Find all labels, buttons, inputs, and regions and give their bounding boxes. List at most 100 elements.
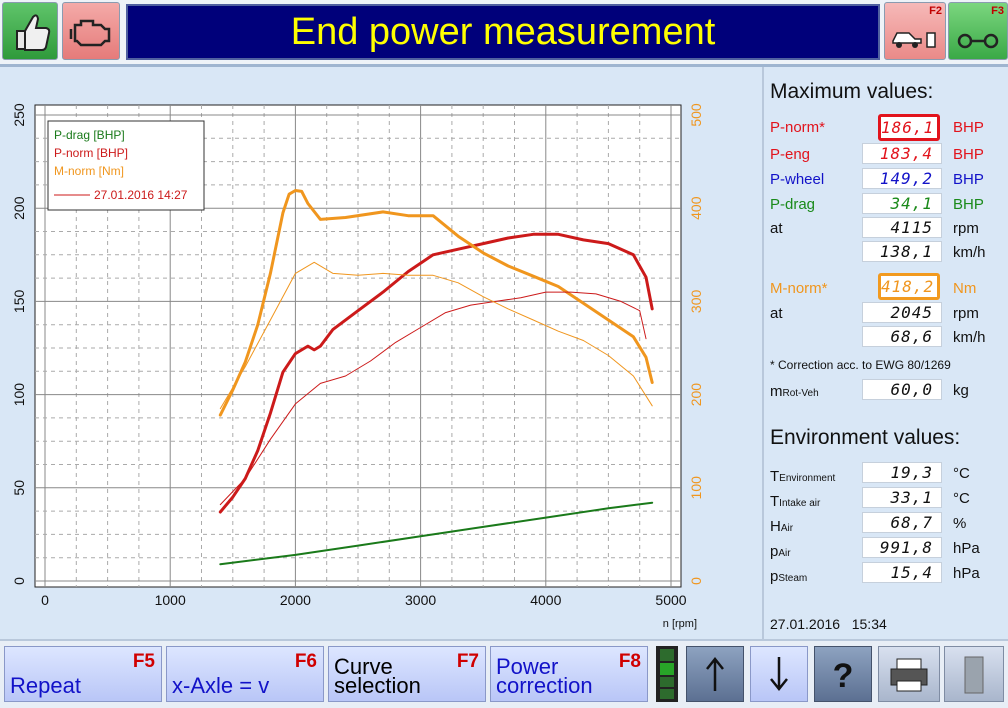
m-norm-unit: Nm (953, 280, 977, 297)
environment-label-main: p (770, 568, 779, 585)
power-correction-line1: Power (496, 654, 559, 679)
environment-values-title: Environment values: (770, 426, 961, 449)
at-kmh-unit: km/h (953, 244, 986, 261)
p-drag-unit: BHP (953, 196, 984, 213)
environment-label: pSteam (770, 568, 807, 585)
left-y-tick-label: 150 (11, 290, 27, 314)
m-norm-label: M-norm* (770, 280, 828, 297)
p-eng-unit: BHP (953, 146, 984, 163)
m-at-rpm-unit: rpm (953, 305, 979, 322)
legend-m-norm: M-norm [Nm] (54, 164, 124, 178)
p-eng-value: 183,4 (862, 143, 942, 164)
environment-value: 15,4 (862, 562, 942, 583)
arrow-up-icon (706, 656, 724, 691)
power-correction-line2: correction (496, 673, 593, 698)
right-y-tick-label: 400 (688, 196, 704, 220)
left-y-tick-label: 250 (11, 103, 27, 127)
f8-key-label: F8 (618, 651, 641, 672)
environment-unit: hPa (953, 565, 980, 582)
m-at-kmh-value: 68,6 (862, 326, 942, 347)
environment-label-sub: Intake air (779, 498, 821, 509)
x-tick-label: 4000 (530, 592, 561, 608)
x-axis-label: n [rpm] (663, 618, 697, 630)
m-at-rpm-value: 2045 (862, 302, 942, 323)
f6-key-label: F6 (294, 651, 317, 672)
series-line (219, 291, 647, 506)
engine-button[interactable] (62, 2, 120, 60)
p-wheel-unit: BHP (953, 171, 984, 188)
help-icon: ? (833, 657, 854, 695)
thumbs-up-icon (16, 14, 51, 51)
m-at-kmh-unit: km/h (953, 329, 986, 346)
chart-legend: P-drag [BHP] P-norm [BHP] M-norm [Nm] 27… (47, 120, 205, 211)
left-y-tick-label: 200 (11, 196, 27, 220)
m-norm-value: 418,2 (878, 273, 940, 300)
p-drag-label: P-drag (770, 196, 816, 213)
p-norm-unit: BHP (953, 119, 984, 136)
left-y-tick-label: 50 (11, 480, 27, 496)
arrow-up-button[interactable] (686, 646, 744, 702)
m-at-rpm-label: at (770, 305, 783, 322)
right-y-tick-label: 500 (688, 103, 704, 127)
repeat-button-label: Repeat (10, 673, 81, 698)
at-rpm-label: at (770, 220, 783, 237)
x-tick-label: 1000 (155, 592, 186, 608)
left-y-tick-label: 0 (11, 577, 27, 585)
wheels-button[interactable]: F3 (948, 2, 1008, 60)
legend-p-drag: P-drag [BHP] (54, 128, 125, 142)
environment-label: HAir (770, 518, 793, 535)
arrow-down-button[interactable] (750, 646, 808, 702)
maximum-values-title: Maximum values: (770, 80, 934, 103)
f7-key-label: F7 (456, 651, 479, 672)
environment-label-sub: Air (778, 548, 791, 559)
at-rpm-unit: rpm (953, 220, 979, 237)
exit-button[interactable] (944, 646, 1004, 702)
m-rot-veh-value: 60,0 (862, 379, 942, 400)
m-rot-veh-unit: kg (953, 382, 969, 399)
m-rot-sub: Rot-Veh (782, 388, 819, 399)
right-y-tick-label: 300 (688, 290, 704, 314)
environment-label-main: T (770, 493, 780, 510)
datetime: 27.01.2016 15:34 (770, 616, 887, 632)
m-rot-veh-label: mRot-Veh (770, 383, 819, 400)
header-separator (0, 64, 1008, 67)
power-chart: 0 1000 2000 3000 4000 50000501001502002500100… (11, 103, 704, 630)
x-axle-button[interactable]: F6 x-Axle = v (166, 646, 324, 702)
x-tick-label: 0 (41, 592, 49, 608)
page-title: End power measurement (126, 4, 880, 60)
dyno-button[interactable]: F2 (884, 2, 946, 60)
series-line (219, 261, 653, 410)
curve-selection-button[interactable]: F7 Curve selection (328, 646, 486, 702)
environment-unit: hPa (953, 540, 980, 557)
environment-label-sub: Air (780, 523, 794, 534)
right-y-tick-label: 100 (688, 476, 704, 500)
x-axle-button-label: x-Axle = v (172, 673, 270, 698)
chart-ticks: 0 1000 2000 3000 4000 50000501001502002500100… (11, 103, 704, 608)
f3-key-label: F3 (991, 5, 1004, 17)
environment-value: 19,3 (862, 462, 942, 483)
at-kmh-value: 138,1 (862, 241, 942, 262)
print-button[interactable] (878, 646, 940, 702)
legend-p-norm: P-norm [BHP] (54, 146, 128, 160)
p-drag-value: 34,1 (862, 193, 942, 214)
traffic-light-icon (656, 646, 678, 702)
repeat-button[interactable]: F5 Repeat (4, 646, 162, 702)
car-on-dyno-icon (892, 32, 936, 48)
help-button[interactable]: ? (814, 646, 872, 702)
confirm-button[interactable] (2, 2, 58, 60)
p-wheel-value: 149,2 (862, 168, 942, 189)
environment-label-main: T (770, 468, 780, 485)
power-correction-button[interactable]: F8 Power correction (490, 646, 648, 702)
environment-label-main: p (770, 543, 779, 560)
wheels-icon (957, 33, 999, 49)
environment-label-sub: Steam (778, 573, 808, 584)
p-wheel-label: P-wheel (770, 171, 825, 188)
environment-unit: °C (953, 465, 970, 482)
environment-unit: % (953, 515, 967, 532)
x-tick-label: 3000 (405, 592, 436, 608)
environment-label: pAir (770, 543, 791, 560)
at-rpm-value: 4115 (862, 217, 942, 238)
p-norm-value: 186,1 (878, 114, 940, 141)
series-line (218, 232, 654, 514)
engine-icon (69, 19, 111, 47)
